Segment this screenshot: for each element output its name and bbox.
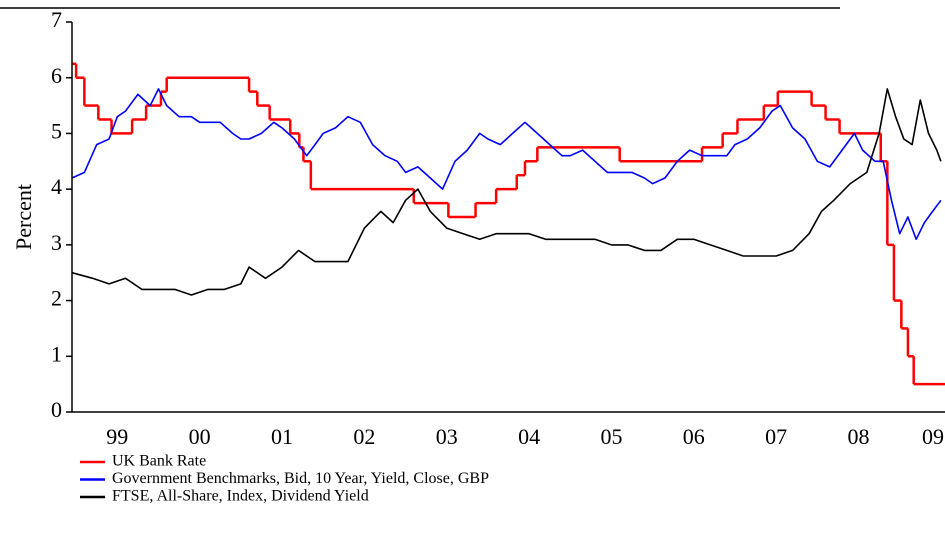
y-tick-label: 5 bbox=[51, 118, 62, 143]
x-tick-label: 03 bbox=[436, 424, 458, 449]
y-tick-label: 7 bbox=[51, 7, 62, 32]
x-tick-label: 02 bbox=[353, 424, 375, 449]
y-tick-label: 4 bbox=[51, 174, 62, 199]
y-tick-label: 0 bbox=[51, 397, 62, 422]
series-line bbox=[71, 88, 942, 296]
y-tick-label: 6 bbox=[51, 63, 62, 88]
x-tick-label: 08 bbox=[848, 424, 870, 449]
x-tick-label: 00 bbox=[189, 424, 211, 449]
x-tick-label: 04 bbox=[518, 424, 540, 449]
y-tick-label: 2 bbox=[51, 286, 62, 311]
series-line bbox=[71, 88, 942, 241]
legend-label: Government Benchmarks, Bid, 10 Year, Yie… bbox=[112, 470, 489, 487]
x-tick-label: 07 bbox=[765, 424, 787, 449]
y-tick-label: 3 bbox=[51, 230, 62, 255]
legend-label: FTSE, All-Share, Index, Dividend Yield bbox=[112, 488, 369, 505]
x-tick-label: 05 bbox=[600, 424, 622, 449]
x-tick-label: 09 bbox=[922, 424, 944, 449]
y-axis-label: Percent bbox=[11, 184, 36, 250]
x-tick-label: 01 bbox=[271, 424, 293, 449]
x-tick-label: 06 bbox=[683, 424, 705, 449]
y-tick-label: 1 bbox=[51, 341, 62, 366]
x-tick-label: 99 bbox=[106, 424, 128, 449]
legend-label: UK Bank Rate bbox=[112, 453, 206, 470]
